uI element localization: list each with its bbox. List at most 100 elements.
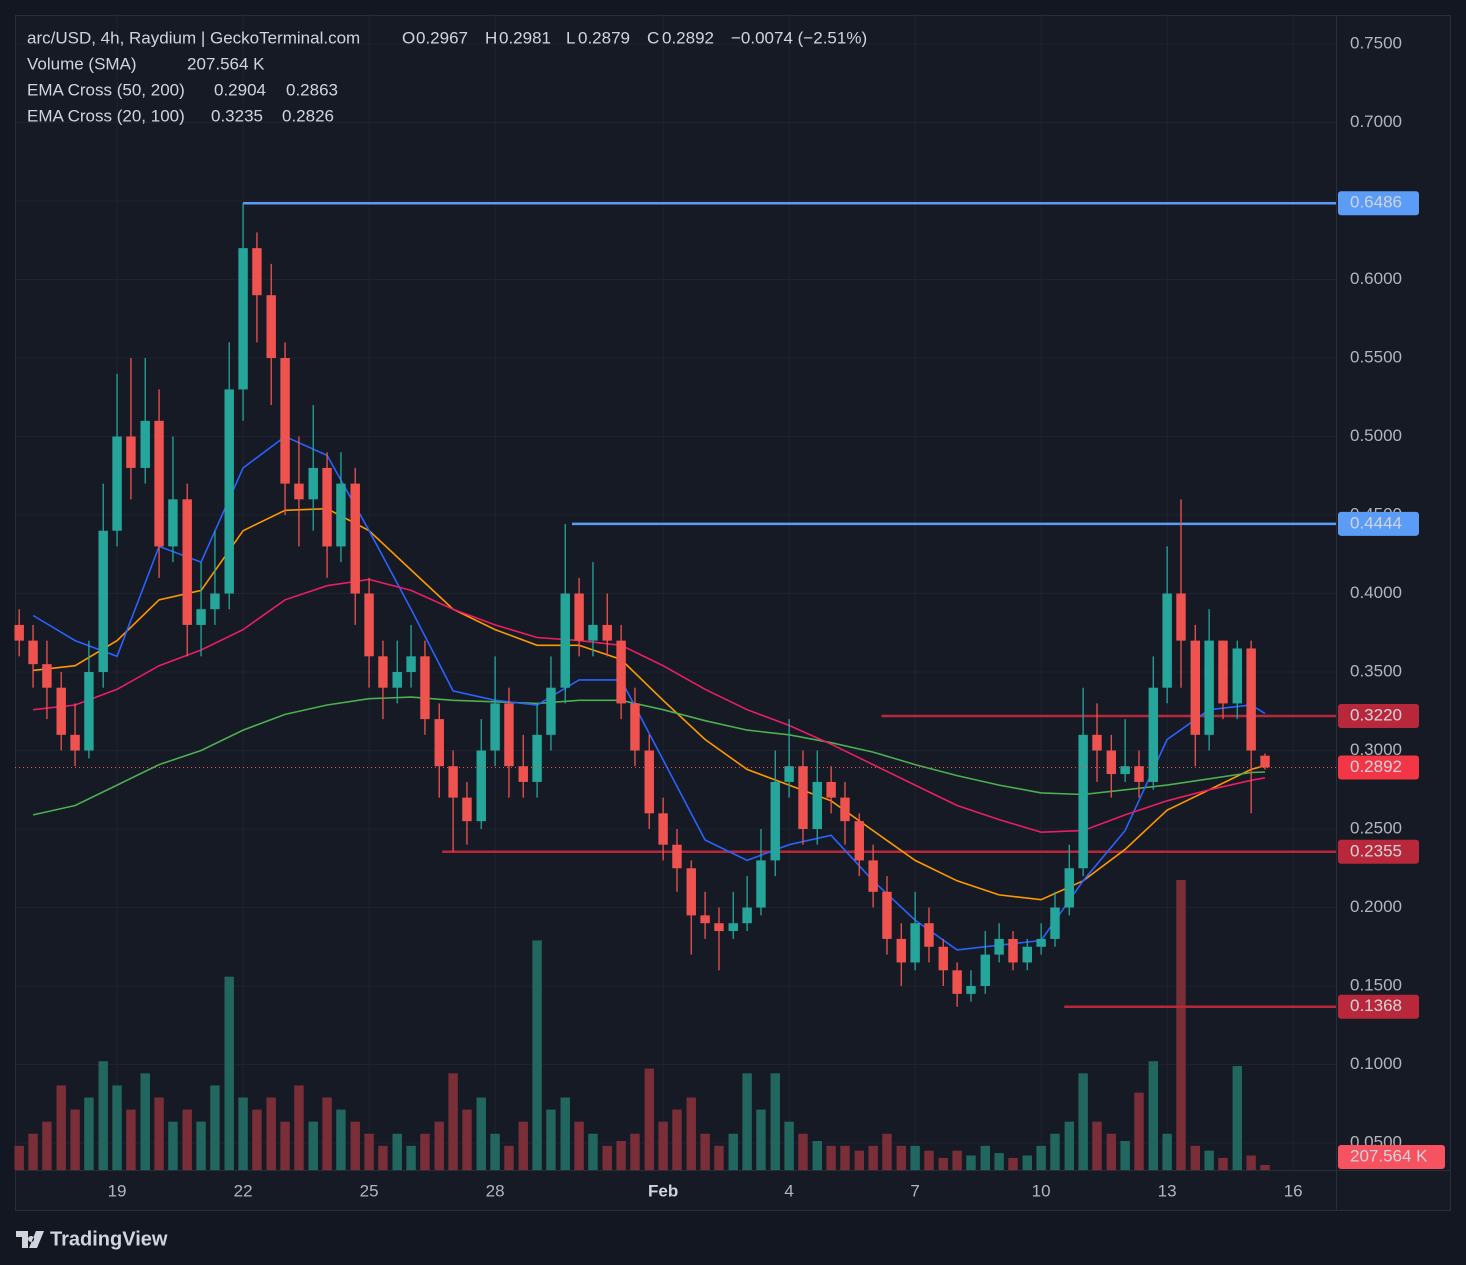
candle-body xyxy=(798,766,808,830)
volume-bar xyxy=(476,1097,486,1170)
volume-bar xyxy=(448,1073,458,1170)
volume-bar xyxy=(1064,1121,1074,1170)
indicator-value: 0.2863 xyxy=(286,80,338,99)
volume-bar xyxy=(994,1153,1004,1170)
volume-bar xyxy=(350,1121,360,1170)
y-tick-label: 0.7000 xyxy=(1350,112,1402,131)
volume-bar xyxy=(1050,1133,1060,1170)
chart-frame xyxy=(15,15,1451,1211)
y-tick-label: 0.3000 xyxy=(1350,740,1402,759)
candle-body xyxy=(392,672,402,688)
volume-bar xyxy=(1246,1155,1256,1170)
volume-bar xyxy=(1232,1066,1243,1170)
candle-body xyxy=(238,248,248,390)
volume-bar xyxy=(420,1133,430,1170)
volume-bar xyxy=(686,1097,696,1170)
candle-body xyxy=(1106,750,1116,775)
candle-body xyxy=(378,656,388,688)
y-tick-label: 0.7500 xyxy=(1350,34,1402,53)
candle-body xyxy=(462,797,472,822)
volume-pill xyxy=(1338,1145,1445,1169)
level-label: 0.6486 xyxy=(1350,193,1402,212)
candle-body xyxy=(1148,687,1158,782)
grid xyxy=(15,15,1336,1170)
volume-bar xyxy=(616,1141,626,1170)
candle-body xyxy=(616,640,626,704)
volume-bar xyxy=(840,1145,850,1170)
candle-body xyxy=(854,821,864,861)
y-tick-label: 0.5000 xyxy=(1350,426,1402,445)
volume-bar xyxy=(700,1133,710,1170)
candle-body xyxy=(588,624,598,641)
volume-bar xyxy=(1162,1133,1172,1170)
volume-bar xyxy=(196,1121,206,1170)
candle-body xyxy=(896,938,906,963)
volume-bar xyxy=(980,1145,990,1170)
candle-body xyxy=(840,797,850,822)
volume-bar xyxy=(98,1061,108,1170)
candle-body xyxy=(1078,734,1088,869)
indicator-legend: EMA Cross (20, 100) xyxy=(27,106,185,125)
y-tick-label: 0.5500 xyxy=(1350,348,1402,367)
volume-bar xyxy=(140,1073,150,1170)
volume-bar xyxy=(1008,1157,1018,1170)
volume-pill-label: 207.564 K xyxy=(1350,1146,1428,1165)
candle-body xyxy=(364,593,374,657)
volume-bar xyxy=(364,1133,374,1170)
candle-body xyxy=(672,844,682,869)
volume-bar xyxy=(644,1068,654,1170)
volume-bar xyxy=(532,940,542,1170)
volume-bar xyxy=(434,1121,444,1170)
ohlc-value: 0.2879 xyxy=(578,28,630,47)
ohlc-key: H xyxy=(485,28,497,47)
candle-body xyxy=(686,868,696,916)
volume-bar xyxy=(14,1145,24,1170)
candle-body xyxy=(476,750,486,822)
volume-bar xyxy=(28,1133,38,1170)
ohlc-value: 0.2967 xyxy=(416,28,468,47)
ohlc-key: O xyxy=(402,28,415,47)
y-tick-label: 0.3500 xyxy=(1350,662,1402,681)
x-tick-label: 7 xyxy=(910,1181,919,1200)
candle-body xyxy=(532,734,542,782)
candle-body xyxy=(966,986,976,994)
candle-body xyxy=(756,860,766,908)
volume-bar xyxy=(168,1121,178,1170)
candle-body xyxy=(1134,766,1144,782)
volume-bar xyxy=(756,1109,766,1170)
candle-body xyxy=(1232,648,1243,704)
volume-bar xyxy=(1036,1145,1046,1170)
volume-bar xyxy=(658,1121,668,1170)
y-tick-label: 0.6000 xyxy=(1350,269,1402,288)
volume-bar xyxy=(252,1109,262,1170)
volume-bar xyxy=(798,1133,808,1170)
volume-bar xyxy=(112,1085,122,1170)
volume-legend: Volume (SMA) xyxy=(27,54,137,73)
legend: arc/USD, 4h, Raydium | GeckoTerminal.com… xyxy=(27,28,867,125)
candle-body xyxy=(308,467,318,500)
candle-body xyxy=(882,891,892,939)
candle-body xyxy=(420,656,430,720)
volume-bar xyxy=(1148,1061,1158,1170)
ohlc-value: 0.2892 xyxy=(662,28,714,47)
y-tick-label: 0.1000 xyxy=(1350,1054,1402,1073)
volume-bar xyxy=(462,1109,472,1170)
volume-bar xyxy=(490,1133,500,1170)
volume-bar xyxy=(238,1097,248,1170)
candle-body xyxy=(938,946,948,971)
volume-bar xyxy=(826,1145,836,1170)
candle-body xyxy=(1092,734,1102,751)
level-pill xyxy=(1338,511,1419,536)
volume-bar xyxy=(938,1157,948,1170)
indicator-value: 0.2826 xyxy=(282,106,334,125)
candle-body xyxy=(434,719,444,767)
x-tick-label: 16 xyxy=(1284,1181,1303,1200)
candle-body xyxy=(1162,593,1172,688)
candle-body xyxy=(196,609,206,625)
ema-line xyxy=(32,435,1266,951)
volume-bar xyxy=(882,1133,892,1170)
brand: TradingView xyxy=(16,1228,168,1250)
x-tick-label: 19 xyxy=(108,1181,127,1200)
candle-body xyxy=(224,389,234,594)
candle-body xyxy=(602,624,612,641)
